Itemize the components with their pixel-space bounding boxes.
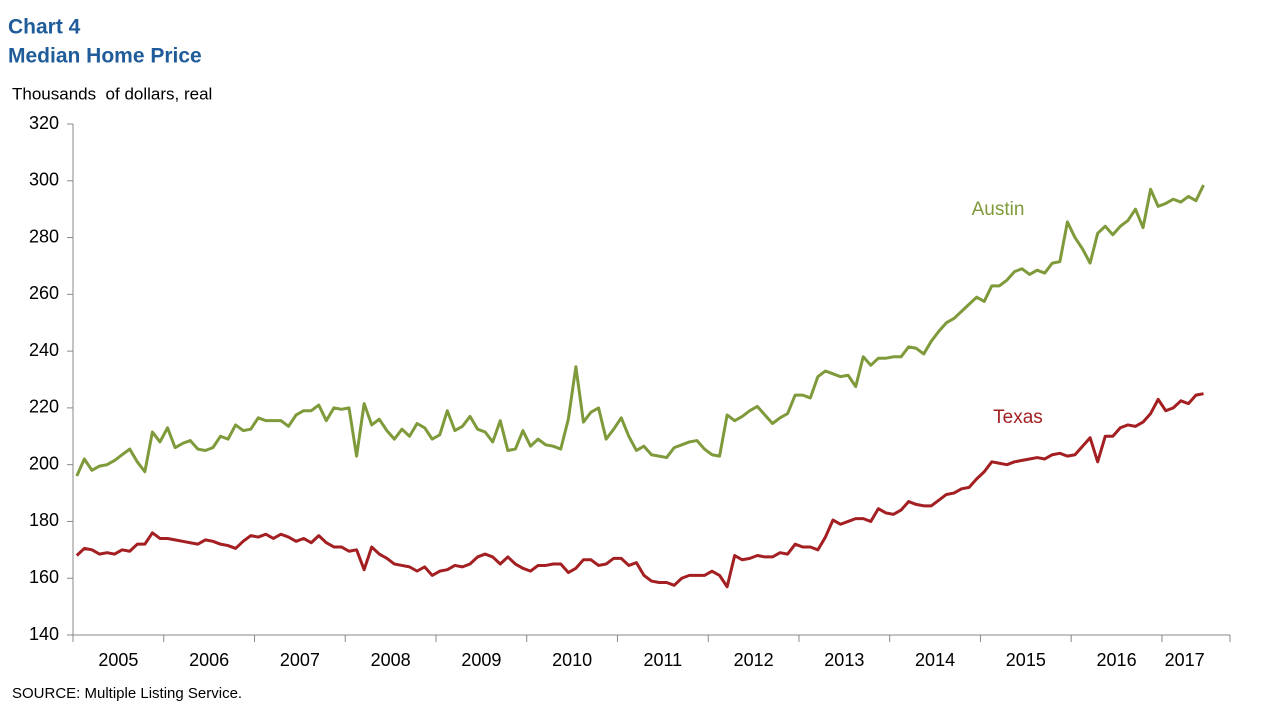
y-tick-label: 220 bbox=[29, 397, 59, 417]
y-tick-label: 240 bbox=[29, 340, 59, 360]
chart-title: Chart 4 bbox=[8, 16, 81, 39]
y-tick-label: 260 bbox=[29, 283, 59, 303]
series-line bbox=[75, 184, 1205, 477]
x-tick-label: 2013 bbox=[824, 650, 864, 670]
y-tick-label: 320 bbox=[29, 113, 59, 133]
series-label: Austin bbox=[972, 199, 1025, 220]
y-tick-label: 180 bbox=[29, 510, 59, 530]
chart-subtitle: Median Home Price bbox=[8, 45, 202, 68]
x-tick-label: 2006 bbox=[189, 650, 229, 670]
x-tick-label: 2017 bbox=[1165, 650, 1205, 670]
source-note: SOURCE: Multiple Listing Service. bbox=[12, 685, 242, 702]
x-tick-label: 2007 bbox=[280, 650, 320, 670]
x-tick-label: 2015 bbox=[1006, 650, 1046, 670]
y-tick-label: 160 bbox=[29, 567, 59, 587]
x-tick-label: 2016 bbox=[1097, 650, 1137, 670]
y-tick-label: 140 bbox=[29, 624, 59, 644]
x-tick-label: 2014 bbox=[915, 650, 955, 670]
y-tick-label: 280 bbox=[29, 226, 59, 246]
x-tick-label: 2011 bbox=[643, 650, 682, 670]
x-tick-label: 2008 bbox=[371, 650, 411, 670]
series-label: Texas bbox=[993, 407, 1043, 428]
x-tick-label: 2009 bbox=[461, 650, 501, 670]
x-tick-label: 2010 bbox=[552, 650, 592, 670]
y-tick-label: 200 bbox=[29, 453, 59, 473]
x-tick-label: 2005 bbox=[98, 650, 138, 670]
x-tick-label: 2012 bbox=[734, 650, 774, 670]
series-line bbox=[75, 392, 1204, 589]
y-tick-label: 300 bbox=[29, 170, 59, 190]
y-axis-label: Thousands of dollars, real bbox=[12, 84, 212, 103]
